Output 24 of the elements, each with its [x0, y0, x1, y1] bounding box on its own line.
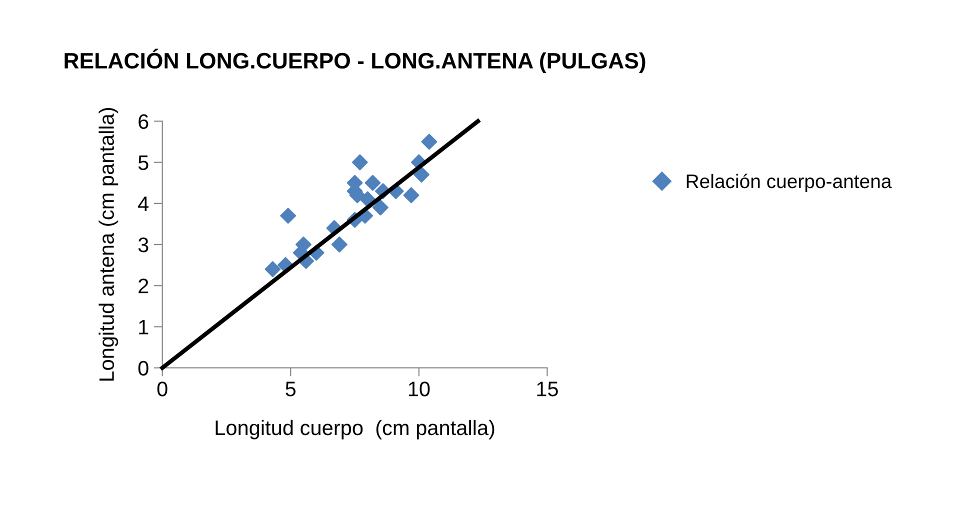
point — [364, 174, 381, 191]
x-tick-label: 15 — [537, 382, 558, 396]
x-axis-title: Longitud cuerpo (cm pantalla) — [216, 420, 494, 440]
point — [352, 154, 368, 170]
y-tick-label: 6 — [138, 114, 148, 129]
y-tick-label: 3 — [138, 238, 148, 252]
chart-title: RELACIÓN LONG.CUERPO - LONG.ANTENA (PULGAS) — [64, 48, 646, 74]
y-tick-label: 4 — [138, 196, 149, 211]
x-tick-label: 5 — [286, 382, 296, 396]
point — [264, 261, 281, 278]
x-tick-label: 10 — [408, 382, 430, 396]
point — [403, 187, 420, 204]
y-tick-label: 2 — [138, 278, 148, 294]
point — [414, 166, 430, 183]
y-tick-label: 0 — [138, 360, 148, 376]
x-tick-label: 0 — [157, 382, 168, 396]
point — [372, 200, 388, 216]
point — [421, 134, 438, 150]
y-tick-label: 1 — [139, 320, 148, 334]
y-axis-title: Longitud antena (cm pantalla) — [98, 108, 118, 381]
point — [280, 208, 296, 224]
legend-label: Relación cuerpo-antena — [686, 174, 892, 192]
point — [331, 236, 348, 253]
y-tick-label: 5 — [138, 156, 148, 170]
